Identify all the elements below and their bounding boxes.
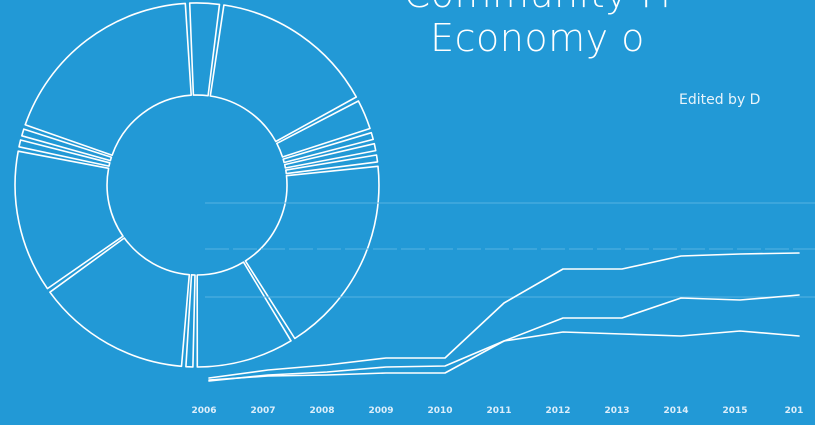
year-label: 2009 xyxy=(368,406,393,416)
year-label: 2007 xyxy=(250,406,275,416)
year-label: 2010 xyxy=(427,406,452,416)
donut-slice-5 xyxy=(283,142,377,169)
donut-slice-2 xyxy=(209,4,358,143)
donut-slice-3 xyxy=(276,100,371,158)
donut-slice-7 xyxy=(244,165,380,340)
line-chart xyxy=(208,252,800,382)
series-line-3 xyxy=(208,330,800,381)
year-label: 2015 xyxy=(722,406,747,416)
year-label: 2011 xyxy=(486,406,511,416)
donut-slice-6 xyxy=(285,154,379,175)
donut-slice-10 xyxy=(49,237,191,368)
donut-slice-13 xyxy=(21,128,113,162)
year-axis: 2006 2007 2008 2009 2010 2011 2012 2013 2014 2015… xyxy=(191,406,803,416)
donut-chart xyxy=(14,2,380,368)
year-label: 2012 xyxy=(545,406,570,416)
donut-slice-11 xyxy=(14,150,124,290)
title-line-2: Economy o xyxy=(430,16,645,60)
donut-slice-8 xyxy=(196,261,292,368)
editor-credit: Edited by D xyxy=(679,92,761,108)
year-label: 2008 xyxy=(309,406,334,416)
year-label: 2006 xyxy=(191,406,216,416)
donut-slice-1 xyxy=(188,2,221,97)
donut-slice-14 xyxy=(24,2,192,157)
donut-slice-12 xyxy=(18,139,111,167)
series-line-1 xyxy=(208,252,800,379)
donut-slice-4 xyxy=(282,131,374,164)
year-label: 201 xyxy=(785,406,804,416)
title-line-1: Community Fi xyxy=(0,0,815,16)
book-title: Community Fi Economy o xyxy=(0,0,815,60)
year-label: 2013 xyxy=(604,406,629,416)
line-chart-grid xyxy=(205,202,815,298)
donut-slice-9 xyxy=(185,274,196,368)
year-label: 2014 xyxy=(663,406,688,416)
